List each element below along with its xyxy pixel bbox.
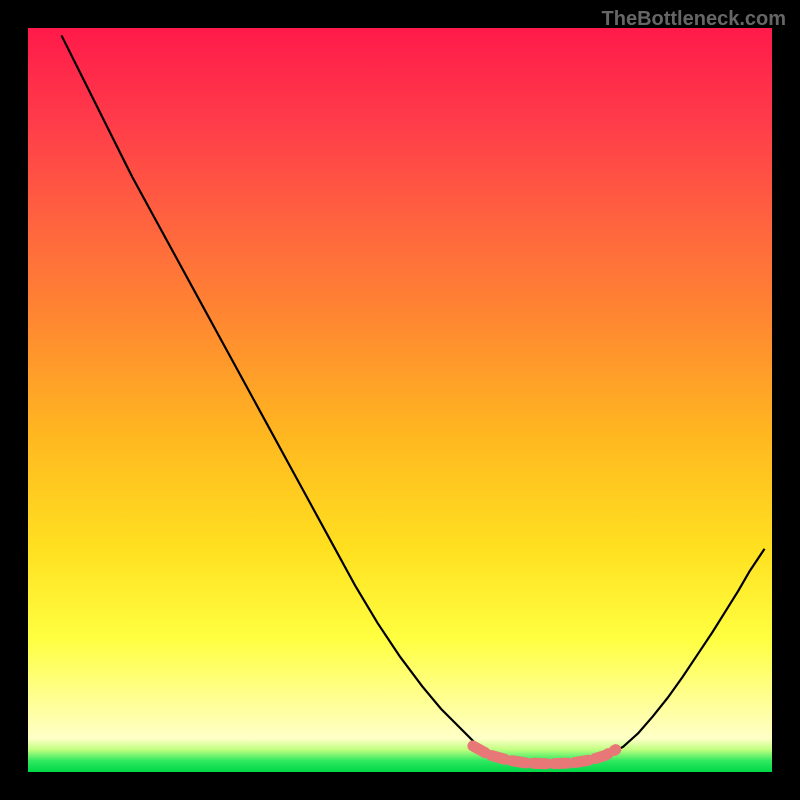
bottleneck-chart xyxy=(28,28,772,772)
watermark-text: TheBottleneck.com xyxy=(602,8,786,31)
plot-background xyxy=(28,28,772,772)
